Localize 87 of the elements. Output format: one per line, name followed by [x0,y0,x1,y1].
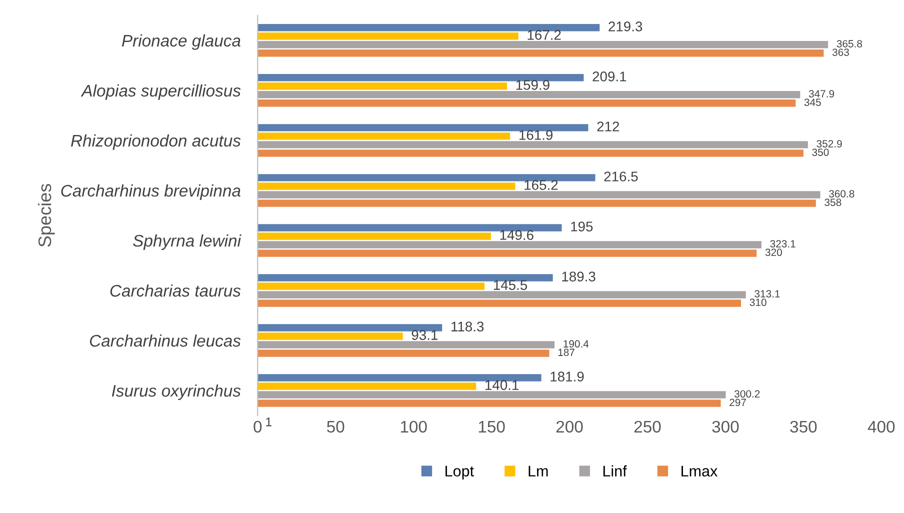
x-tick-label: 250 [634,420,661,433]
bar [258,74,584,82]
data-label: 181.9 [550,372,584,382]
bar [258,124,588,132]
data-label: 149.6 [500,230,534,240]
y-axis-title: Species [38,184,55,247]
bar [258,350,550,357]
bar [258,324,442,332]
data-label: 219.3 [608,22,642,32]
text: 1 [266,418,272,426]
x-tick-label: 300 [712,420,739,433]
data-label: 216.5 [604,172,638,182]
bar [258,400,721,407]
bar [258,182,516,190]
legend-label: Lm [528,466,548,476]
data-label: 190.4 [564,340,589,348]
data-label: 167.2 [528,30,561,40]
bar [258,141,808,148]
x-tick-label: 200 [556,420,583,433]
bar [258,224,562,232]
data-label: 93.1 [412,330,438,340]
x-tick-label: 100 [400,420,427,433]
data-label: 118.3 [452,322,484,332]
legend-label: Lmax [682,466,718,477]
bar [258,374,542,382]
y-tick-label: Rhizoprionodon acutus [71,134,241,150]
x-tick-label: 150 [478,420,505,433]
bar [258,274,553,282]
data-label: 365.8 [836,40,862,48]
bar [258,41,828,48]
bar [258,391,726,398]
bar [258,91,800,98]
data-label: 189.3 [562,272,596,282]
data-label: 323.1 [770,240,796,248]
bar [258,150,804,157]
x-tick-label: 400 [868,420,895,433]
bar [258,100,796,107]
data-label: 313.1 [754,290,780,298]
x-tick-label: 0 [254,420,262,433]
data-label: 363 [832,48,849,56]
data-label: 358 [824,198,842,206]
data-label: 360.8 [829,190,854,198]
data-label: 161.9 [520,130,553,140]
x-tick-label: 50 [327,420,344,433]
bar [258,174,596,182]
data-label: 347.9 [808,90,834,98]
bar [258,382,476,390]
y-tick-label: Isurus oxyrinchus [112,384,241,400]
bar [258,300,742,307]
data-label: 352.9 [816,140,842,148]
data-label: 345 [804,98,821,106]
bar [258,200,816,207]
bar [258,232,491,240]
y-tick-label: Sphyrna lewini [133,234,242,250]
x-tick-label: 350 [790,420,817,433]
y-tick-label: Alopias supercilliosus [80,84,241,100]
data-label: 209.1 [592,72,626,82]
data-label: 300.2 [734,390,760,398]
legend-label: Linf [603,465,627,476]
y-tick-label: Carcharhinus leucas [90,334,241,347]
data-label: 310 [750,298,766,306]
data-label: 145.5 [494,280,528,290]
y-tick-label: Carcharhinus brevipinna [61,184,240,200]
data-label: 159.9 [516,80,550,90]
bar [258,241,762,248]
bar [258,132,510,140]
bar [258,32,518,40]
data-label: 195 [571,222,593,232]
data-label: 165.2 [524,180,558,190]
bar [258,50,824,57]
bar [258,82,507,90]
legend-label: Lopt [446,466,474,480]
bar [258,291,746,298]
bar [258,250,757,257]
data-label: 212 [597,122,620,132]
data-label: 187 [558,348,574,356]
data-label: 297 [730,398,746,406]
y-tick-label: Carcharias taurus [110,284,241,297]
data-label: 140.1 [486,380,519,390]
y-tick-label: Prionace glauca [122,34,240,50]
bar [258,191,820,198]
data-label: 320 [765,248,782,256]
bar [258,282,485,290]
bar [258,24,600,32]
bar [258,332,403,340]
data-label: 350 [812,148,829,156]
bar [258,341,555,348]
